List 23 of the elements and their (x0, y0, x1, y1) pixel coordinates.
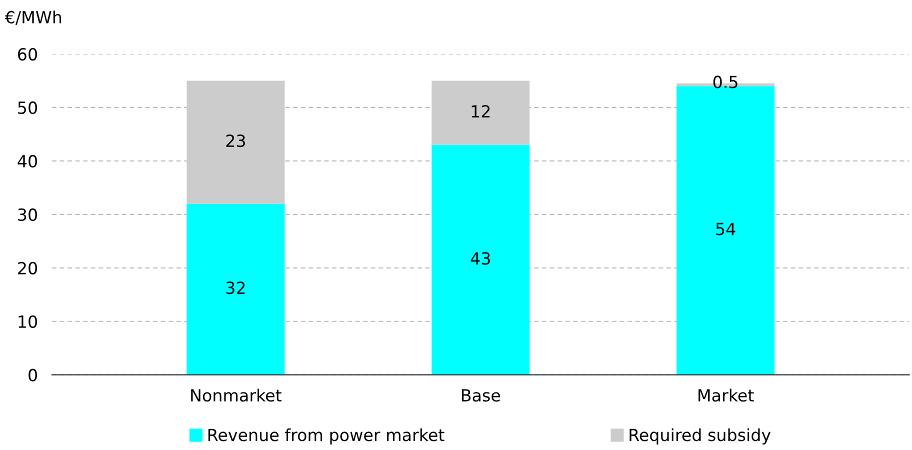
legend-label: Required subsidy (630, 428, 771, 444)
legend-label: Revenue from power market (208, 428, 444, 444)
bar (186, 80, 285, 204)
data-label: 32 (226, 282, 245, 294)
y-tick-label: 60 (18, 48, 37, 61)
data-label: 43 (470, 252, 490, 265)
data-label: 23 (226, 134, 245, 148)
x-tick-label: Base (462, 389, 500, 402)
data-label: 54 (716, 222, 736, 236)
bar (432, 144, 530, 375)
y-tick-label: 0 (28, 368, 37, 382)
y-tick-label: 20 (18, 262, 37, 274)
y-tick-label: 50 (18, 101, 37, 114)
y-tick-label: 30 (18, 208, 37, 221)
data-label: 0.5 (713, 76, 738, 88)
x-tick-label: Market (698, 388, 754, 402)
y-tick-label: 10 (18, 315, 37, 328)
bar (432, 80, 530, 145)
bar (186, 204, 285, 375)
x-tick-label: Nonmarket (191, 388, 282, 402)
y-axis-title: €/MWh (4, 10, 62, 25)
data-label: 12 (472, 105, 490, 118)
y-tick-label: 40 (18, 154, 37, 168)
